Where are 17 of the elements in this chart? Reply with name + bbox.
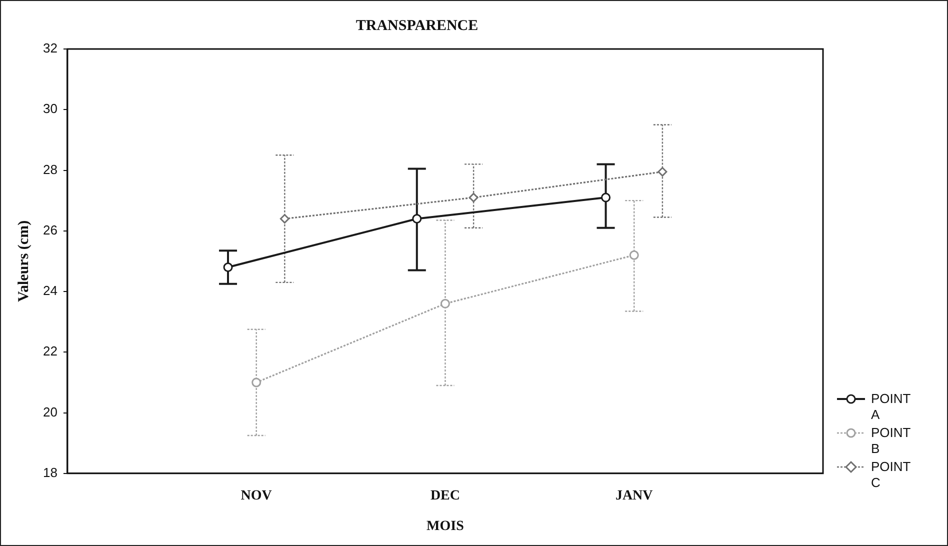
- y-tick-label: 18: [42, 464, 58, 480]
- x-tick-label: NOV: [240, 488, 272, 504]
- y-tick-label: 22: [42, 344, 58, 359]
- x-tick-label: JANV: [615, 488, 653, 504]
- legend-label: POINT C: [871, 459, 912, 491]
- y-axis-title: Valeurs (cm): [16, 220, 32, 302]
- legend-label: POINT B: [871, 425, 912, 457]
- y-tick-label: 20: [42, 404, 58, 420]
- y-tick-label: 26: [42, 222, 58, 238]
- x-axis-title: MOIS: [426, 519, 464, 534]
- legend-label: POINT A: [871, 391, 912, 423]
- x-tick-label: DEC: [430, 488, 460, 504]
- y-tick-label: 30: [42, 101, 58, 116]
- y-tick-label: 28: [42, 162, 58, 177]
- y-tick-label: 24: [42, 283, 58, 298]
- chart-title: TRANSPARENCE: [356, 18, 478, 34]
- y-tick-label: 32: [42, 40, 58, 56]
